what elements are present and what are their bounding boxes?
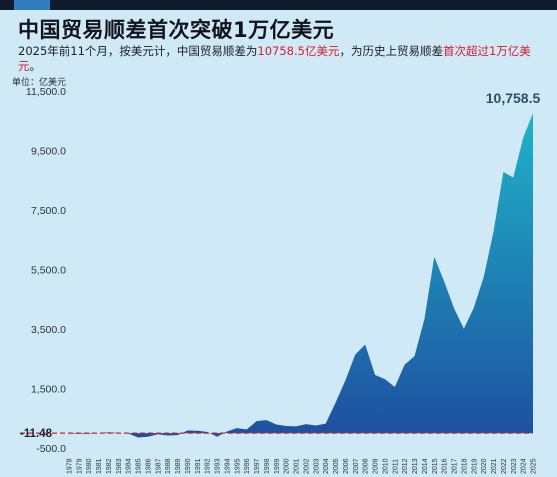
x-tick-label: 1979 — [76, 458, 83, 474]
x-tick-label: 2023 — [511, 458, 518, 474]
x-tick-label: 2002 — [303, 458, 310, 474]
x-tick-label: 2019 — [471, 458, 478, 474]
top-banner — [0, 0, 557, 10]
x-axis: 1978 1979 1980 1981 1982 1983 1984 1985 1986 1987… — [67, 458, 538, 474]
x-tick-label: 2009 — [373, 458, 380, 474]
y-tick-label: 3,500.0 — [31, 324, 66, 336]
x-tick-label: 1996 — [244, 458, 251, 474]
chart-title: 中国贸易顺差首次突破1万亿美元 — [18, 18, 335, 42]
x-tick-label: 1990 — [185, 458, 192, 474]
y-axis: 11,500.0 9,500.0 7,500.0 5,500.0 3,500.0 1,50… — [26, 86, 66, 455]
x-tick-label: 2007 — [353, 458, 360, 474]
x-tick-label: 2018 — [461, 458, 468, 474]
x-tick-label: 1978 — [67, 458, 74, 474]
x-tick-label: 2020 — [481, 458, 488, 474]
chart-subtitle: 2025年前11个月，按美元计，中国贸易顺差为10758.5亿美元，为历史上贸易… — [18, 44, 538, 74]
x-tick-label: 2022 — [501, 458, 508, 474]
subtitle-text-2: ，为历史上贸易顺差 — [339, 44, 443, 58]
x-tick-label: 1992 — [205, 458, 212, 474]
subtitle-text-3: 。 — [29, 59, 42, 73]
start-value-label: -11.48 — [20, 428, 53, 440]
y-tick-label: 1,500.0 — [31, 384, 66, 396]
trade-surplus-area — [69, 113, 533, 438]
x-tick-label: 2000 — [284, 458, 291, 474]
x-tick-label: 2024 — [521, 458, 528, 474]
banner-accent-block — [14, 0, 50, 10]
x-tick-label: 1988 — [165, 458, 172, 474]
x-tick-label: 1997 — [254, 458, 261, 474]
x-tick-label: 2001 — [294, 458, 301, 474]
subtitle-text-1: 2025年前11个月，按美元计，中国贸易顺差为 — [18, 44, 258, 58]
x-tick-label: 1985 — [136, 458, 143, 474]
y-tick-label: 11,500.0 — [26, 86, 66, 98]
x-tick-label: 1987 — [155, 458, 162, 474]
x-tick-label: 2003 — [313, 458, 320, 474]
x-tick-label: 1994 — [224, 458, 231, 474]
x-tick-label: 2011 — [392, 459, 399, 474]
x-tick-label: 1991 — [195, 458, 202, 474]
y-tick-label: -500.0 — [36, 443, 66, 455]
x-tick-label: 2005 — [333, 458, 340, 474]
x-tick-label: 2015 — [432, 458, 439, 474]
x-tick-label: 1995 — [234, 458, 241, 474]
x-tick-label: 2010 — [382, 458, 389, 474]
y-axis-unit-label: 单位：亿美元 — [12, 78, 67, 88]
x-tick-label: 2021 — [491, 458, 498, 474]
x-tick-label: 1999 — [274, 458, 281, 474]
x-tick-label: 1986 — [145, 458, 152, 474]
x-tick-label: 1983 — [116, 458, 123, 474]
x-tick-label: 1981 — [96, 458, 103, 474]
x-tick-label: 1993 — [215, 458, 222, 474]
x-tick-label: 2014 — [422, 458, 429, 474]
x-tick-label: 2006 — [343, 458, 350, 474]
x-tick-label: 1984 — [126, 458, 133, 474]
x-tick-label: 1998 — [264, 458, 271, 474]
x-tick-label: 1982 — [106, 458, 113, 474]
y-tick-label: 5,500.0 — [31, 265, 66, 277]
x-tick-label: 2004 — [323, 458, 330, 474]
x-tick-label: 2025 — [531, 458, 538, 474]
subtitle-highlight-1: 10758.5亿美元 — [257, 44, 340, 58]
y-tick-label: 9,500.0 — [31, 146, 66, 158]
subtitle-highlight-2: 首次超过1万亿美元 — [18, 44, 531, 73]
y-tick-label: 7,500.0 — [31, 205, 66, 217]
x-tick-label: 1980 — [86, 458, 93, 474]
end-value-label: 10,758.5 — [486, 90, 541, 106]
x-tick-label: 2013 — [412, 458, 419, 474]
x-tick-label: 2017 — [452, 458, 459, 474]
x-tick-label: 2012 — [402, 458, 409, 474]
x-tick-label: 2016 — [442, 458, 449, 474]
x-tick-label: 2008 — [363, 458, 370, 474]
x-tick-label: 1989 — [175, 458, 182, 474]
